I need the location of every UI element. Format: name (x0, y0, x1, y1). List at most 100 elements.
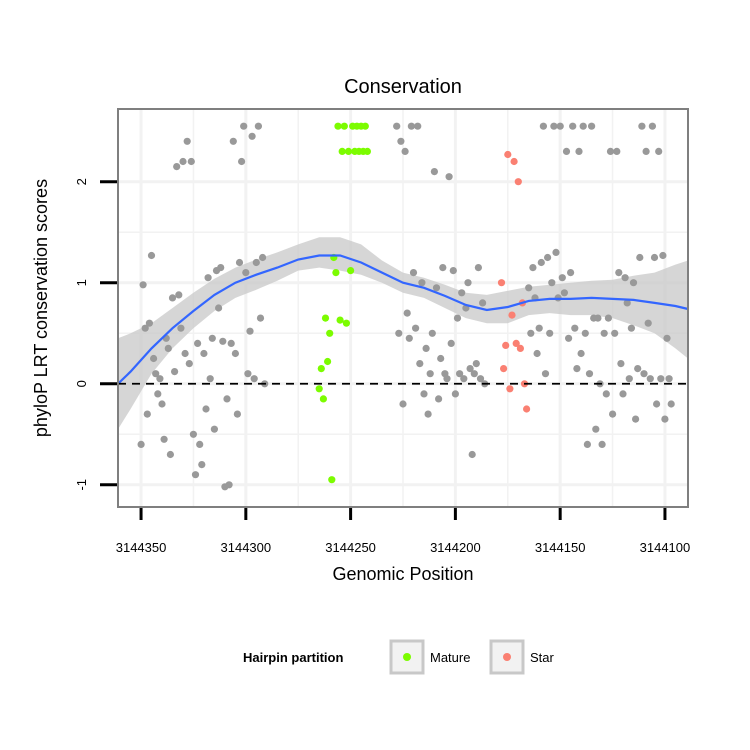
y-tick-label: 0 (74, 380, 89, 387)
data-point-other (644, 319, 652, 327)
data-point-other (191, 471, 200, 479)
data-point-star (502, 341, 510, 349)
data-point-other (416, 360, 424, 368)
data-point-other (219, 337, 227, 345)
legend-title: Hairpin partition (243, 650, 343, 665)
data-point-other (539, 122, 548, 130)
data-point-other (181, 349, 189, 358)
data-point-other (145, 319, 153, 327)
confidence-ribbon (118, 237, 688, 430)
data-point-other (235, 258, 244, 267)
data-point-other (208, 334, 216, 342)
data-point-other (210, 425, 218, 433)
data-point-other (474, 264, 482, 272)
data-point-other (194, 339, 202, 347)
x-axis-label: Genomic Position (332, 564, 473, 584)
data-point-other (581, 329, 589, 337)
data-point-other (196, 440, 204, 448)
data-point-other (173, 163, 181, 171)
data-point-other (560, 289, 569, 297)
data-point-other (629, 279, 638, 287)
x-tick-label: 3144250 (325, 540, 376, 555)
data-point-other (259, 253, 267, 262)
data-point-other (537, 258, 545, 267)
data-point-other (659, 251, 667, 260)
data-point-other (529, 264, 537, 272)
data-point-mature (315, 385, 323, 393)
data-point-other (177, 324, 185, 332)
data-point-other (556, 122, 564, 130)
data-point-star (512, 339, 520, 347)
data-point-other (611, 329, 619, 337)
smooth-line (117, 254, 689, 385)
data-point-other (650, 253, 659, 262)
data-point-star (516, 344, 525, 352)
data-point-other (472, 360, 480, 368)
data-point-mature (344, 147, 353, 155)
data-point-other (405, 334, 413, 342)
data-point-other (409, 269, 418, 277)
data-point-other (470, 370, 478, 378)
data-point-star (510, 157, 518, 166)
data-point-other (229, 137, 237, 145)
data-point-other (166, 450, 174, 459)
data-point-other (231, 349, 239, 358)
data-point-other (428, 329, 436, 337)
data-point-other (451, 390, 459, 398)
data-point-other (141, 324, 149, 332)
data-point-other (227, 339, 235, 347)
data-point-other (426, 370, 434, 378)
data-point-other (139, 281, 147, 289)
data-point-other (646, 375, 654, 383)
data-point-other (550, 122, 558, 130)
data-point-other (640, 370, 648, 378)
data-point-other (185, 360, 193, 368)
data-point-other (156, 375, 164, 383)
data-point-mature (347, 267, 355, 275)
data-point-other (254, 122, 262, 130)
data-point-other (244, 370, 252, 378)
x-tick-label: 3144200 (430, 540, 481, 555)
data-point-other (154, 390, 162, 398)
data-point-other (225, 481, 233, 489)
data-point-other (164, 344, 172, 352)
data-point-other (445, 173, 453, 181)
data-point-other (621, 274, 629, 282)
y-axis: -1 0 1 2 (74, 178, 117, 491)
data-point-mature (340, 122, 348, 130)
data-point-other (397, 137, 405, 145)
data-point-mature (324, 357, 332, 366)
data-point-other (447, 339, 455, 347)
data-point-other (150, 354, 158, 363)
data-point-other (577, 349, 585, 358)
legend-marker-mature (403, 653, 411, 661)
data-point-other (171, 368, 179, 376)
data-point-other (183, 137, 191, 145)
data-point-other (443, 375, 451, 383)
data-point-star (523, 405, 531, 413)
data-point-other (393, 122, 401, 130)
data-point-other (430, 168, 438, 176)
x-tick-label: 3144100 (640, 540, 691, 555)
data-point-mature (334, 122, 342, 130)
data-point-other (418, 279, 426, 287)
data-point-other (449, 267, 457, 275)
data-point-mature (328, 476, 336, 484)
data-point-other (592, 425, 600, 433)
data-point-other (625, 375, 633, 383)
legend-marker-star (503, 653, 511, 661)
data-point-other (420, 390, 428, 398)
data-point-other (579, 122, 587, 130)
legend-label-star: Star (530, 650, 555, 665)
confidence-ribbon-layer (118, 237, 688, 430)
x-axis: 3144350 3144300 3144250 3144200 3144150 31441… (116, 508, 691, 555)
data-point-other (187, 157, 195, 166)
data-point-other (401, 147, 409, 155)
data-point-other (627, 324, 636, 332)
data-point-other (460, 375, 468, 383)
data-point-other (565, 334, 573, 342)
data-point-star (504, 150, 512, 159)
data-point-other (399, 400, 407, 408)
data-point-star (508, 311, 516, 319)
data-point-other (238, 157, 246, 166)
